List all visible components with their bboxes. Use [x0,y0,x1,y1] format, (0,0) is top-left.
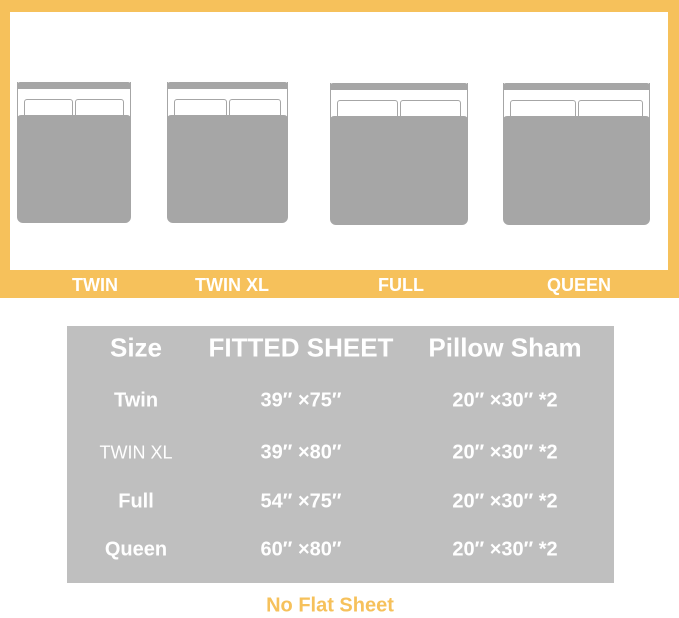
table-cell: Full [118,490,154,513]
bed-icon [330,83,468,225]
headboard [167,82,288,89]
bed-icon [167,82,288,223]
size-table: Size FITTED SHEET Pillow Sham Twin 39″ ×75″ 2… [67,326,614,583]
bed-size-label: QUEEN [546,275,612,295]
column-header: Pillow Sham [428,332,582,363]
column-header: FITTED SHEET [208,332,394,363]
headboard [503,83,650,90]
table-cell: TWIN XL [99,442,173,463]
table-cell: 39″ ×75″ [260,389,342,412]
blanket [503,116,650,225]
table-cell: 20″ ×30″ *2 [452,441,558,464]
bed-size-label: TWIN [72,275,118,295]
blanket [330,116,468,225]
headboard [17,82,131,89]
bed-size-label: TWIN XL [195,275,269,295]
table-cell: 39″ ×80″ [260,441,342,464]
table-cell: 60″ ×80″ [260,538,342,561]
blanket [167,115,288,223]
bed-icon [503,83,650,225]
table-cell: 20″ ×30″ *2 [452,389,558,412]
table-cell: Queen [104,538,168,561]
blanket [17,115,131,223]
no-flat-sheet-note: No Flat Sheet [266,594,394,617]
headboard [330,83,468,90]
table-cell: 54″ ×75″ [260,490,342,513]
bed-size-label: FULL [378,275,424,295]
column-header: Size [109,332,163,363]
table-cell: 20″ ×30″ *2 [452,538,558,561]
table-cell: Twin [113,389,159,412]
table-cell: 20″ ×30″ *2 [452,490,558,513]
bed-icon [17,82,131,223]
